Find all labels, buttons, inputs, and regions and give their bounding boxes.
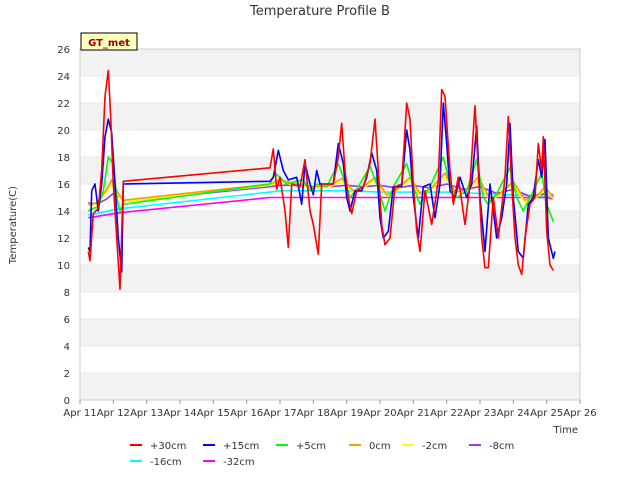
- y-tick-label: 4: [64, 342, 70, 353]
- x-tick-label: Apr 18: [297, 408, 330, 419]
- legend-label: -32cm: [223, 457, 255, 468]
- grid-band: [80, 76, 580, 103]
- grid-band: [80, 346, 580, 373]
- series-line-+15cm: [87, 102, 556, 273]
- grid-band: [80, 211, 580, 238]
- x-tick-label: Apr 16: [230, 408, 263, 419]
- y-tick-label: 22: [57, 99, 70, 110]
- x-tick-label: Apr 12: [97, 408, 130, 419]
- x-tick-label: Apr 15: [197, 408, 230, 419]
- grid-band: [80, 265, 580, 292]
- legend-label: 0cm: [369, 441, 391, 452]
- y-tick-label: 26: [57, 45, 70, 56]
- x-axis-ticks: Apr 11 Apr 12 Apr 13 Apr 14 Apr 15 Apr 16 Apr …: [63, 400, 597, 419]
- x-tick-label: Apr 23: [463, 408, 496, 419]
- x-tick-label: Apr 22: [430, 408, 463, 419]
- y-tick-label: 24: [57, 72, 70, 83]
- x-tick-label: Apr 17: [263, 408, 296, 419]
- x-tick-label: Apr 26: [563, 408, 596, 419]
- series-lines: [87, 69, 556, 291]
- x-tick-label: Apr 21: [397, 408, 430, 419]
- grid-band: [80, 130, 580, 157]
- grid-band: [80, 373, 580, 400]
- legend-label: -8cm: [489, 441, 514, 452]
- y-tick-label: 18: [57, 153, 70, 164]
- series-line-+30cm: [87, 69, 554, 291]
- y-tick-label: 14: [57, 207, 70, 218]
- x-axis-label: Time: [553, 425, 578, 436]
- x-tick-label: Apr 11: [63, 408, 96, 419]
- grid-band: [80, 103, 580, 130]
- plot-area: [79, 48, 581, 401]
- grid-band: [80, 238, 580, 265]
- grid-band: [80, 49, 580, 76]
- y-tick-label: 2: [64, 369, 70, 380]
- legend-label: -2cm: [422, 441, 447, 452]
- plot-background: [80, 48, 580, 401]
- legend-label: -16cm: [150, 457, 182, 468]
- y-tick-label: 12: [57, 234, 70, 245]
- chart-title: Temperature Profile B: [249, 4, 390, 19]
- y-tick-label: 0: [64, 396, 70, 407]
- annotation-box: GT_met: [80, 32, 138, 51]
- legend-label: +30cm: [150, 441, 186, 452]
- grid-band: [80, 292, 580, 319]
- x-tick-label: Apr 25: [530, 408, 563, 419]
- y-tick-label: 6: [64, 315, 70, 326]
- x-tick-label: Apr 20: [363, 408, 396, 419]
- y-tick-label: 16: [57, 180, 70, 191]
- legend: +30cm +15cm +5cm 0cm -2cm -8cm -16cm -32cm: [130, 441, 514, 468]
- y-tick-label: 8: [64, 288, 70, 299]
- y-tick-label: 10: [57, 261, 70, 272]
- y-axis-label: Temperature(C): [8, 186, 19, 265]
- annotation-label: GT_met: [88, 38, 130, 49]
- grid-band: [80, 319, 580, 346]
- x-tick-label: Apr 13: [130, 408, 163, 419]
- y-tick-label: 20: [57, 126, 70, 137]
- x-tick-label: Apr 14: [163, 408, 196, 419]
- x-tick-label: Apr 19: [330, 408, 363, 419]
- legend-label: +5cm: [296, 441, 326, 452]
- legend-label: +15cm: [223, 441, 259, 452]
- x-tick-label: Apr 24: [497, 408, 530, 419]
